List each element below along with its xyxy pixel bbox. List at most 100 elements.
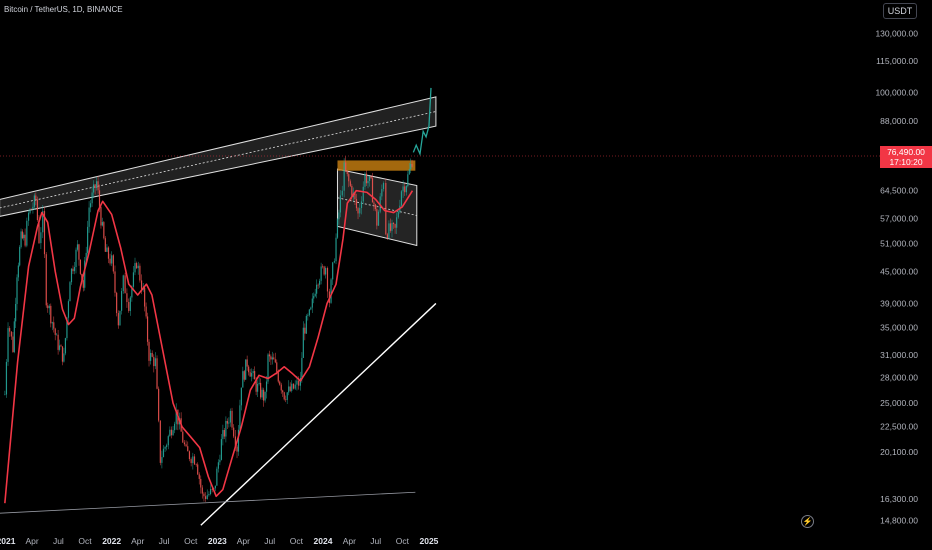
candle-body (373, 202, 375, 205)
candle-body (188, 451, 191, 460)
candle-body (33, 195, 35, 207)
candle-body (187, 446, 189, 452)
candle-body (156, 358, 158, 389)
candle-body (89, 203, 92, 208)
candle-body (206, 495, 208, 499)
candle-body (100, 207, 102, 226)
candle-body (124, 275, 126, 294)
candle-body (292, 383, 295, 389)
candle-body (30, 209, 33, 210)
candle-body (400, 191, 403, 206)
candle-body (126, 293, 128, 303)
last-price-badge: 76,490.00 17:10:20 (880, 146, 932, 168)
candle-body (47, 305, 49, 309)
candle-body (103, 222, 105, 239)
candle-body (101, 222, 104, 226)
candle-body (70, 268, 73, 283)
candle-body (79, 259, 82, 274)
price-tick-label: 28,000.00 (880, 373, 918, 383)
time-tick-label: Apr (237, 536, 250, 546)
candle-body (302, 327, 304, 358)
candlestick-series (4, 156, 413, 502)
candle-body (36, 199, 39, 220)
candle-body (255, 379, 257, 392)
candle-body (170, 429, 173, 436)
candle-body (97, 181, 99, 191)
candle-body (107, 247, 110, 259)
candle-body (310, 307, 312, 310)
candle-body (13, 321, 15, 352)
candle-body (50, 305, 52, 324)
candle-body (343, 162, 345, 191)
candle-body (362, 186, 364, 202)
candle-body (368, 176, 371, 181)
candle-body (220, 439, 222, 460)
price-tick-label: 39,000.00 (880, 298, 918, 308)
candle-body (66, 317, 68, 339)
candle-body (222, 430, 224, 440)
candle-body (219, 459, 221, 463)
candle-body (308, 309, 310, 316)
candle-body (119, 310, 121, 326)
candle-body (354, 192, 356, 200)
candle-body (153, 356, 155, 367)
candle-body (316, 284, 318, 294)
last-price-value: 76,490.00 (887, 147, 925, 157)
candle-body (408, 169, 410, 175)
candle-body (246, 359, 248, 367)
price-tick-label: 51,000.00 (880, 238, 918, 248)
candle-body (169, 429, 171, 437)
candle-body (233, 427, 235, 437)
candle-body (348, 174, 350, 182)
candle-body (264, 391, 266, 401)
candle-body (322, 266, 324, 268)
candle-body (48, 305, 50, 309)
candle-body (299, 377, 302, 386)
candle-body (274, 359, 276, 363)
candle-body (192, 456, 194, 464)
candle-body (280, 384, 282, 391)
candle-body (271, 357, 273, 360)
candle-body (23, 234, 25, 239)
candle-body (76, 244, 79, 250)
time-tick-label: 2021 (0, 536, 16, 546)
candle-body (371, 178, 374, 203)
time-tick-label: 2025 (419, 536, 438, 546)
candle-body (341, 190, 343, 196)
price-tick-label: 88,000.00 (880, 116, 918, 126)
candle-body (286, 392, 288, 400)
time-tick-label: Jul (159, 536, 170, 546)
candle-body (217, 462, 219, 469)
candle-body (175, 409, 177, 424)
candle-body (261, 389, 263, 398)
candle-body (195, 464, 197, 466)
drawing-annotations (0, 96, 437, 526)
candle-body (185, 444, 187, 447)
candle-body (203, 493, 205, 497)
price-tick-label: 100,000.00 (875, 87, 918, 97)
candle-body (116, 292, 118, 314)
currency-button[interactable]: USDT (883, 3, 917, 19)
candle-body (270, 356, 272, 360)
candle-body (296, 380, 298, 385)
candle-body (193, 456, 196, 465)
candle-body (396, 217, 398, 228)
candle-body (314, 293, 316, 297)
candle-body (391, 222, 393, 231)
candle-body (405, 186, 407, 193)
candle-body (5, 361, 8, 395)
candle-body (209, 489, 212, 495)
candle-body (402, 186, 404, 192)
time-tick-label: Apr (25, 536, 38, 546)
candle-body (243, 371, 245, 380)
projection-path (412, 87, 432, 157)
symbol-title[interactable]: Bitcoin / TetherUS, 1D, BINANCE (4, 5, 123, 14)
candle-body (257, 383, 259, 392)
lightning-icon[interactable]: ⚡ (801, 515, 814, 528)
time-tick-label: Oct (290, 536, 304, 546)
candle-body (242, 371, 244, 388)
candle-body (32, 206, 34, 210)
candle-body (166, 445, 168, 447)
candle-body (351, 185, 353, 198)
